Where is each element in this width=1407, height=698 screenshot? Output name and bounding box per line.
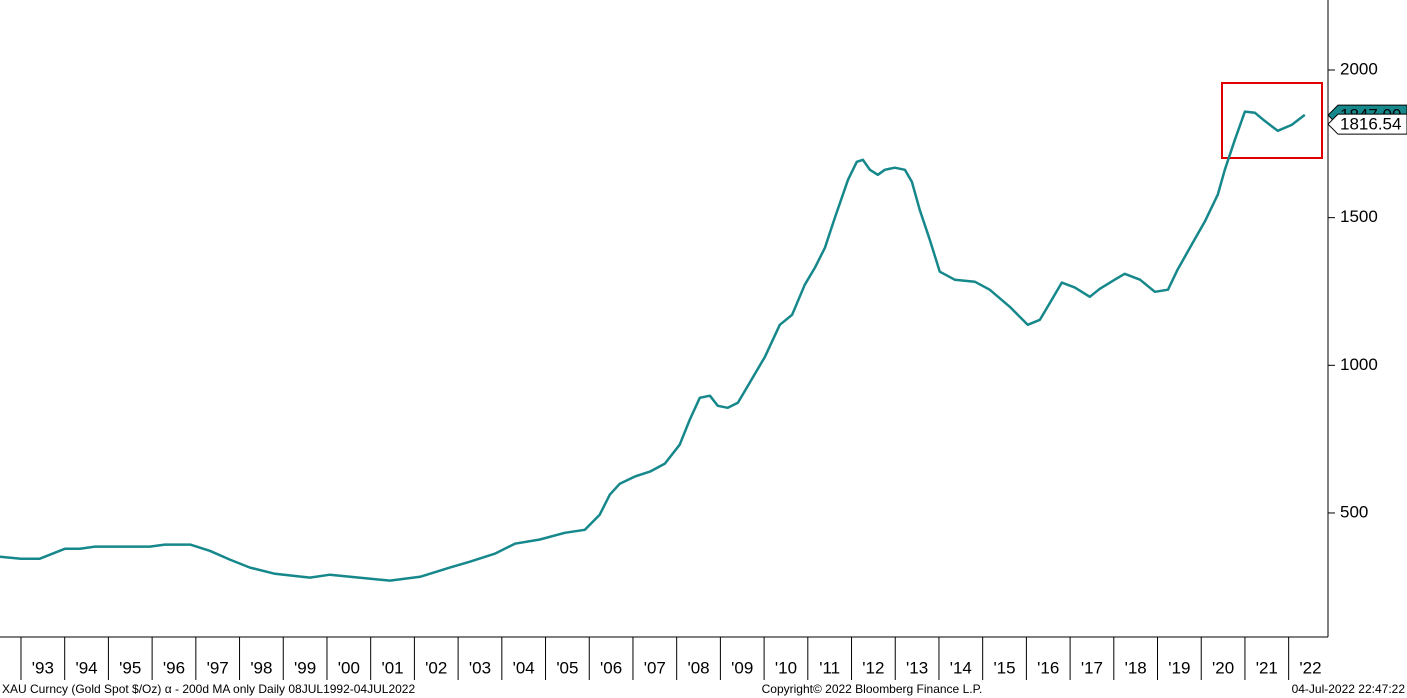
x-tick-label: '01: [381, 658, 403, 677]
footer-left: XAU Curncy (Gold Spot $/Oz) α - 200d MA …: [2, 682, 415, 696]
y-tick-label: 500: [1340, 502, 1368, 521]
x-tick-label: '04: [513, 658, 535, 677]
x-tick-label: '22: [1299, 658, 1321, 677]
x-tick-label: '17: [1081, 658, 1103, 677]
x-tick-label: '95: [119, 658, 141, 677]
x-tick-label: '98: [250, 658, 272, 677]
x-tick-label: '96: [163, 658, 185, 677]
x-tick-label: '97: [207, 658, 229, 677]
x-tick-label: '15: [993, 658, 1015, 677]
x-tick-label: '18: [1125, 658, 1147, 677]
footer-center: Copyright© 2022 Bloomberg Finance L.P.: [762, 682, 983, 696]
x-tick-label: '08: [687, 658, 709, 677]
x-tick-label: '16: [1037, 658, 1059, 677]
x-tick-label: '14: [950, 658, 972, 677]
series-line: [0, 110, 1306, 582]
x-tick-label: '10: [775, 658, 797, 677]
x-tick-label: '94: [75, 658, 97, 677]
x-tick-label: '05: [556, 658, 578, 677]
x-tick-label: '20: [1212, 658, 1234, 677]
x-tick-label: '21: [1256, 658, 1278, 677]
x-tick-label: '11: [819, 658, 840, 677]
x-tick-label: '07: [644, 658, 666, 677]
x-tick-label: '09: [731, 658, 753, 677]
x-tick-label: '19: [1168, 658, 1190, 677]
y-tick-label: 1500: [1340, 207, 1378, 226]
x-tick-label: '13: [906, 658, 928, 677]
value-tag: [1327, 113, 1407, 135]
value-tag-label: 1816.54: [1340, 115, 1401, 134]
x-tick-label: '99: [294, 658, 316, 677]
footer-right: 04-Jul-2022 22:47:22: [1292, 682, 1406, 696]
x-tick-label: '00: [338, 658, 360, 677]
x-tick-label: '06: [600, 658, 622, 677]
y-tick-label: 2000: [1340, 59, 1378, 78]
x-tick-label: '93: [32, 658, 54, 677]
x-tick-label: '02: [425, 658, 447, 677]
y-tick-label: 1000: [1340, 355, 1378, 374]
x-tick-label: '03: [469, 658, 491, 677]
x-tick-label: '12: [862, 658, 884, 677]
highlight-box: [1221, 82, 1323, 159]
